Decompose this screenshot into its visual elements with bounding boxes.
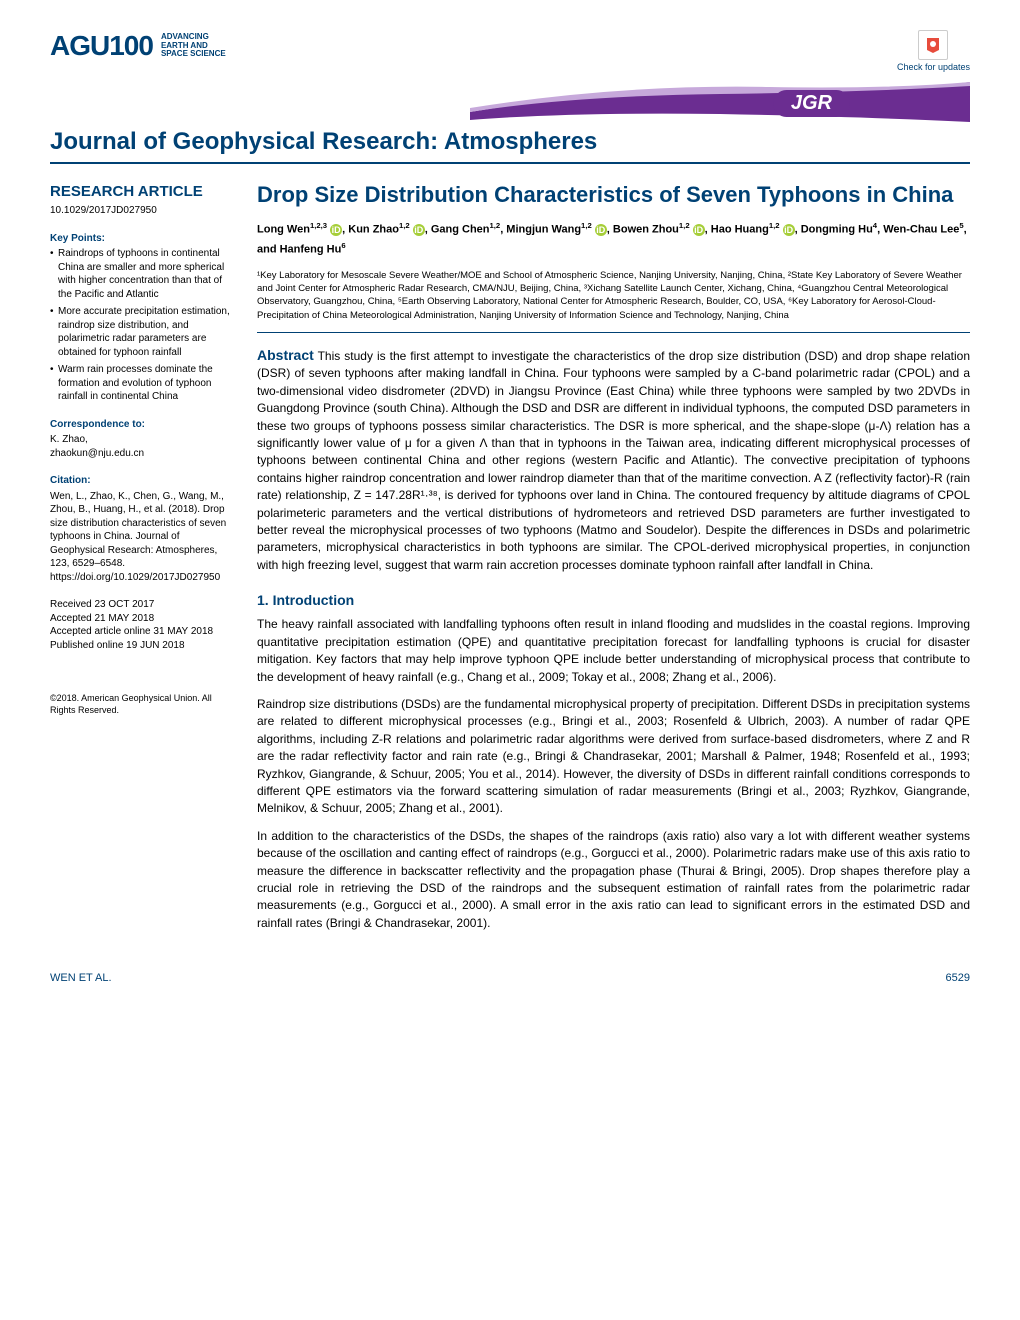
correspondence-email: zhaokun@nju.edu.cn xyxy=(50,447,235,461)
publisher-logo: AGU100 ADVANCING EARTH AND SPACE SCIENCE xyxy=(50,30,226,62)
dates-block: Received 23 OCT 2017 Accepted 21 MAY 201… xyxy=(50,598,235,652)
journal-title: Journal of Geophysical Research: Atmosph… xyxy=(50,128,970,164)
article-title: Drop Size Distribution Characteristics o… xyxy=(257,182,970,208)
citation-heading: Citation: xyxy=(50,474,235,488)
correspondence-name: K. Zhao, xyxy=(50,433,235,447)
keypoint: Warm rain processes dominate the formati… xyxy=(50,363,235,404)
jgr-banner: JGR xyxy=(50,82,970,122)
abstract: Abstract This study is the first attempt… xyxy=(257,345,970,574)
page-footer: WEN ET AL. 6529 xyxy=(50,972,970,984)
keypoint: Raindrops of typhoons in continental Chi… xyxy=(50,247,235,301)
orcid-icon[interactable]: iD xyxy=(693,224,705,236)
footer-right: 6529 xyxy=(946,972,970,984)
date-line: Accepted article online 31 MAY 2018 xyxy=(50,625,235,639)
doi: 10.1029/2017JD027950 xyxy=(50,204,235,218)
abstract-text: This study is the first attempt to inves… xyxy=(257,349,970,572)
footer-left: WEN ET AL. xyxy=(50,972,112,984)
citation-block: Citation: Wen, L., Zhao, K., Chen, G., W… xyxy=(50,474,235,584)
date-line: Published online 19 JUN 2018 xyxy=(50,639,235,653)
intro-para: The heavy rainfall associated with landf… xyxy=(257,616,970,686)
jgr-label: JGR xyxy=(773,90,850,117)
correspondence-block: Correspondence to: K. Zhao, zhaokun@nju.… xyxy=(50,418,235,461)
article-type: RESEARCH ARTICLE xyxy=(50,182,235,202)
intro-para: Raindrop size distributions (DSDs) are t… xyxy=(257,696,970,818)
correspondence-heading: Correspondence to: xyxy=(50,418,235,432)
intro-para: In addition to the characteristics of th… xyxy=(257,828,970,932)
date-line: Accepted 21 MAY 2018 xyxy=(50,612,235,626)
sidebar: RESEARCH ARTICLE 10.1029/2017JD027950 Ke… xyxy=(50,182,235,942)
orcid-icon[interactable]: iD xyxy=(413,224,425,236)
affiliations: ¹Key Laboratory for Mesoscale Severe Wea… xyxy=(257,269,970,333)
orcid-icon[interactable]: iD xyxy=(330,224,342,236)
keypoints-heading: Key Points: xyxy=(50,232,235,246)
check-updates-badge[interactable]: Check for updates xyxy=(897,30,970,72)
intro-heading: 1. Introduction xyxy=(257,590,970,610)
logo-tagline: ADVANCING EARTH AND SPACE SCIENCE xyxy=(161,33,226,59)
date-line: Received 23 OCT 2017 xyxy=(50,598,235,612)
main-content: Drop Size Distribution Characteristics o… xyxy=(257,182,970,942)
authors: Long Wen1,2,3 iD, Kun Zhao1,2 iD, Gang C… xyxy=(257,220,970,259)
copyright: ©2018. American Geophysical Union. All R… xyxy=(50,692,235,716)
keypoints-block: Key Points: Raindrops of typhoons in con… xyxy=(50,232,235,404)
check-updates-icon xyxy=(918,30,948,60)
orcid-icon[interactable]: iD xyxy=(595,224,607,236)
keypoint: More accurate precipitation estimation, … xyxy=(50,305,235,359)
orcid-icon[interactable]: iD xyxy=(783,224,795,236)
abstract-label: Abstract xyxy=(257,347,314,363)
logo-text: AGU100 xyxy=(50,30,153,62)
citation-text: Wen, L., Zhao, K., Chen, G., Wang, M., Z… xyxy=(50,490,235,585)
